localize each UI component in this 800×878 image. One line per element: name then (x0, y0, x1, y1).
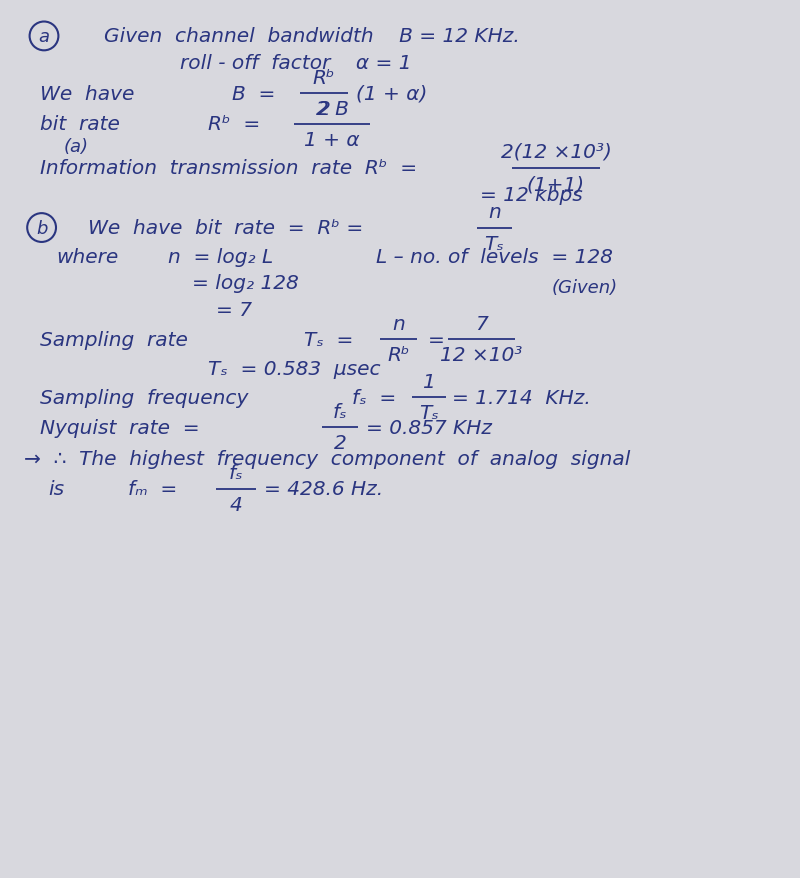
Text: = 7: = 7 (216, 300, 252, 320)
Text: 2: 2 (334, 434, 346, 453)
Text: Information  transmission  rate  Rᵇ  =: Information transmission rate Rᵇ = (40, 159, 417, 178)
Text: fₘ  =: fₘ = (128, 479, 178, 499)
Text: Given  channel  bandwidth    B = 12 KHz.: Given channel bandwidth B = 12 KHz. (104, 27, 520, 47)
Text: 2 B: 2 B (315, 99, 349, 119)
Text: Tₛ  = 0.583  μsec: Tₛ = 0.583 μsec (208, 359, 381, 378)
Text: n  = log₂ L: n = log₂ L (168, 248, 274, 267)
Text: Tₛ  =: Tₛ = (304, 330, 354, 349)
Text: = 0.857 KHz: = 0.857 KHz (366, 418, 493, 437)
Text: Sampling  frequency: Sampling frequency (40, 388, 248, 407)
Text: (a): (a) (64, 138, 89, 155)
Text: where: where (56, 248, 118, 267)
Text: = log₂ 128: = log₂ 128 (192, 274, 298, 293)
Text: fₛ: fₛ (229, 464, 243, 483)
Text: roll - off  factor    α = 1: roll - off factor α = 1 (180, 54, 411, 73)
Text: = 12 kbps: = 12 kbps (480, 185, 582, 205)
Text: = 428.6 Hz.: = 428.6 Hz. (264, 479, 383, 499)
Text: 1 + α: 1 + α (304, 131, 360, 150)
Text: a: a (38, 28, 50, 46)
Text: bit  rate: bit rate (40, 115, 120, 134)
Text: b: b (36, 220, 47, 237)
Text: Rᵇ: Rᵇ (313, 68, 335, 88)
Text: Nyquist  rate  =: Nyquist rate = (40, 418, 200, 437)
Text: (1 + α): (1 + α) (356, 84, 427, 104)
Text: fₛ: fₛ (333, 402, 347, 421)
Text: 2(12 ×10³): 2(12 ×10³) (501, 142, 611, 162)
Text: 1: 1 (422, 372, 435, 392)
Text: Sampling  rate: Sampling rate (40, 330, 188, 349)
Text: 4: 4 (230, 495, 242, 515)
Text: L – no. of  levels  = 128: L – no. of levels = 128 (376, 248, 613, 267)
Text: (1+1): (1+1) (527, 176, 585, 195)
Text: n: n (488, 203, 501, 222)
Text: Rᵇ  =: Rᵇ = (208, 115, 260, 134)
Text: fₛ  =: fₛ = (352, 388, 396, 407)
Text: 12 ×10³: 12 ×10³ (441, 346, 522, 365)
Text: Tₛ: Tₛ (485, 234, 504, 254)
Text: Tₛ: Tₛ (419, 404, 438, 423)
Text: B  =: B = (232, 84, 275, 104)
Text: =: = (428, 330, 445, 349)
Text: →  ∴  The  highest  frequency  component  of  analog  signal: → ∴ The highest frequency component of a… (24, 450, 630, 469)
Text: n: n (392, 314, 405, 334)
Text: We  have: We have (40, 84, 134, 104)
Text: We  have  bit  rate  =  Rᵇ =: We have bit rate = Rᵇ = (88, 219, 363, 238)
Text: (Given): (Given) (552, 279, 618, 297)
Text: Rᵇ: Rᵇ (387, 346, 410, 365)
Text: = 1.714  KHz.: = 1.714 KHz. (452, 388, 590, 407)
Text: 2: 2 (318, 100, 330, 119)
Text: 7: 7 (475, 314, 488, 334)
Text: is: is (48, 479, 64, 499)
